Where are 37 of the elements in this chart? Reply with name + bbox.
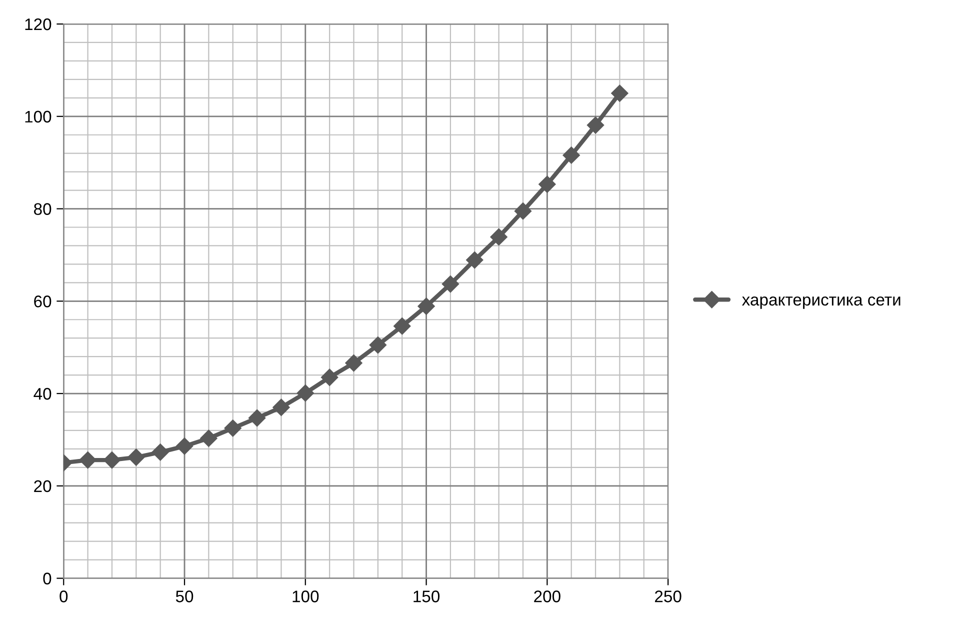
y-tick-label: 40	[34, 388, 52, 400]
point	[442, 276, 460, 293]
point	[152, 444, 169, 461]
y-tick-label: 80	[34, 203, 52, 215]
point	[79, 451, 96, 469]
x-tick-label: 50	[176, 590, 194, 602]
y-tick-label: 60	[34, 296, 52, 308]
point	[296, 384, 314, 402]
point	[224, 420, 242, 437]
x-tick-label: 200	[534, 590, 560, 602]
point	[272, 398, 290, 416]
x-tick-label: 250	[654, 590, 682, 602]
y-tick-label: 0	[43, 572, 52, 584]
point	[176, 438, 194, 455]
y-tick-label: 120	[25, 18, 52, 30]
point	[321, 368, 338, 386]
point	[562, 146, 580, 164]
point	[200, 430, 218, 447]
x-tick-label: 100	[292, 590, 319, 602]
point	[345, 354, 362, 372]
point	[514, 202, 532, 220]
point	[128, 448, 145, 466]
point	[418, 298, 435, 315]
point	[248, 409, 266, 427]
x-tick-label: 150	[414, 590, 440, 602]
point	[586, 116, 604, 134]
point	[538, 176, 556, 193]
point	[394, 318, 411, 335]
point	[611, 84, 628, 102]
x-tick-label: 0	[60, 590, 68, 602]
point	[466, 251, 484, 269]
point	[490, 228, 508, 246]
y-tick-label: 20	[34, 480, 52, 492]
y-tick-label: 100	[25, 110, 52, 123]
legend-label: характеристика сети	[742, 296, 900, 309]
point	[369, 336, 386, 354]
point	[103, 451, 121, 469]
